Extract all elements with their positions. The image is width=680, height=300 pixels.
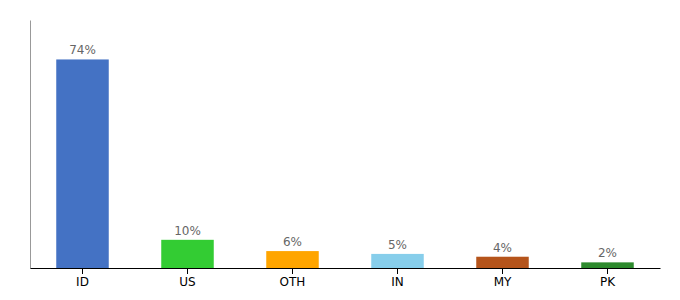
bar (161, 240, 214, 268)
x-tick-mark (292, 268, 293, 274)
x-axis: ID US OTH IN MY PK (31, 268, 661, 289)
x-axis-line (31, 268, 661, 269)
x-tick: MY (494, 268, 512, 289)
data-label: 10% (174, 224, 201, 238)
x-tick-mark (397, 268, 398, 274)
x-tick-label: US (179, 275, 195, 289)
data-label: 2% (598, 246, 617, 260)
y-axis (30, 21, 31, 269)
x-tick: OTH (280, 268, 306, 289)
x-tick-label: ID (76, 275, 89, 289)
data-labels: 74% 10% 6% 5% 4% 2% (69, 43, 617, 260)
bar (56, 59, 109, 268)
data-label: 74% (69, 43, 96, 57)
chart: 74% 10% 6% 5% 4% 2% ID US OTH IN MY PK (0, 0, 680, 300)
bar (476, 257, 529, 268)
x-tick-label: OTH (280, 275, 306, 289)
bars (56, 59, 634, 268)
data-label: 5% (388, 238, 407, 252)
x-tick-label: IN (391, 275, 404, 289)
bar (371, 254, 424, 268)
bar (266, 251, 319, 268)
x-tick-mark (187, 268, 188, 274)
x-tick: ID (76, 268, 89, 289)
x-tick-mark (82, 268, 83, 274)
plot: 74% 10% 6% 5% 4% 2% ID US OTH IN MY PK (31, 21, 661, 289)
data-label: 6% (283, 235, 302, 249)
x-tick: US (179, 268, 195, 289)
x-tick: PK (600, 268, 616, 289)
x-tick: IN (391, 268, 404, 289)
y-axis-line (30, 21, 31, 269)
x-tick-label: PK (600, 275, 616, 289)
x-tick-mark (607, 268, 608, 274)
x-tick-mark (502, 268, 503, 274)
bar (581, 262, 634, 268)
x-tick-label: MY (494, 275, 512, 289)
data-label: 4% (493, 241, 512, 255)
